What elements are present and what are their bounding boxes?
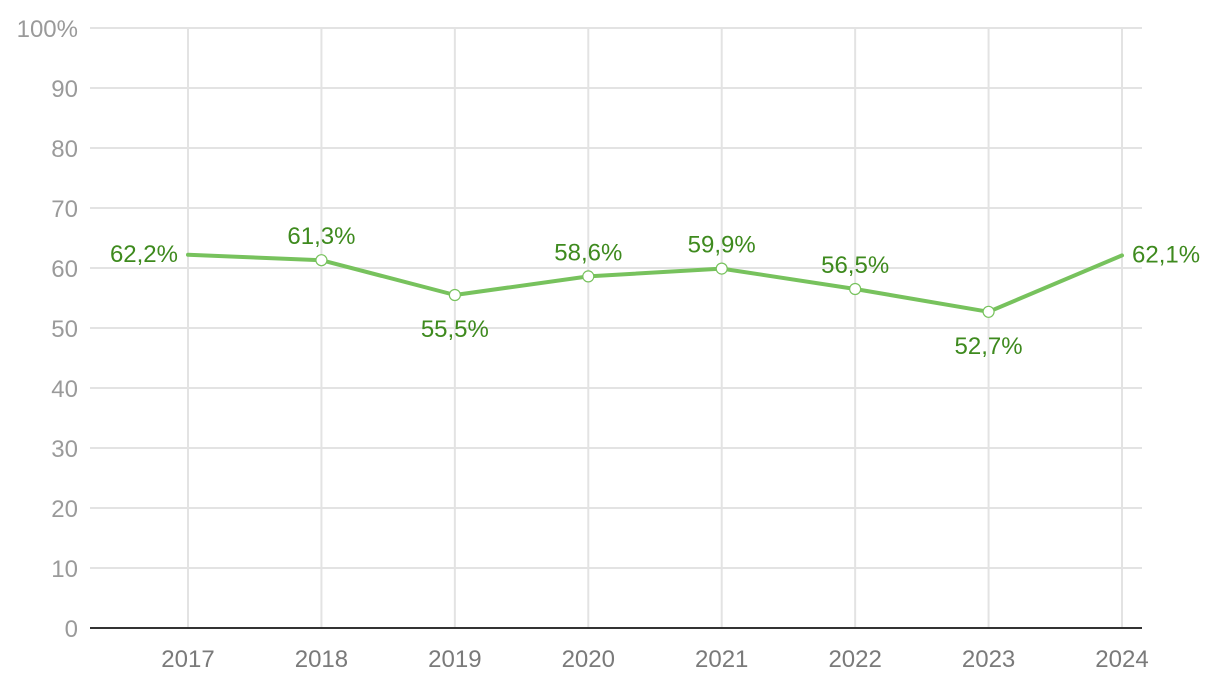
data-label: 62,1% [1132,241,1200,268]
data-label: 58,6% [554,239,622,266]
y-tick-label: 100% [17,16,78,43]
x-tick-label: 2017 [161,646,214,673]
data-point [849,282,862,296]
x-tick-label: 2018 [295,646,348,673]
y-tick-label: 50 [51,316,78,343]
gridlines [90,27,1142,628]
data-point [715,262,728,275]
data-label: 61,3% [287,223,355,250]
y-tick-label: 20 [51,496,78,523]
data-label: 62,2% [110,241,178,268]
y-tick-label: 40 [51,376,78,403]
x-axis-ticks: 2017 2018 2019 2020 2021 2022 2023 2024 [161,646,1148,673]
series-group [186,252,1124,318]
data-point [448,288,461,302]
data-label: 59,9% [688,232,756,259]
x-tick-label: 2020 [562,646,615,673]
y-tick-label: 90 [51,76,78,103]
x-tick-label: 2019 [428,646,481,673]
x-tick-label: 2023 [962,646,1015,673]
x-tick-label: 2021 [695,646,748,673]
y-tick-label: 60 [51,256,78,283]
y-tick-label: 0 [65,616,78,643]
x-tick-label: 2022 [828,646,881,673]
data-label: 52,7% [955,333,1023,360]
series-line [186,252,1124,314]
y-axis-ticks: 0 10 20 30 40 50 60 70 80 90 100% [17,16,78,643]
data-label: 55,5% [421,316,489,343]
data-label: 56,5% [821,252,889,279]
x-tick-label: 2024 [1095,646,1148,673]
data-point [982,305,995,318]
data-labels: 62,2% 61,3% 55,5% 58,6% 59,9% 56,5% 52,7% 62,1% [110,223,1200,360]
y-tick-label: 10 [51,556,78,583]
data-point [315,254,328,267]
y-tick-label: 30 [51,436,78,463]
y-tick-label: 70 [51,196,78,223]
y-tick-label: 80 [51,136,78,163]
data-point [582,270,595,283]
